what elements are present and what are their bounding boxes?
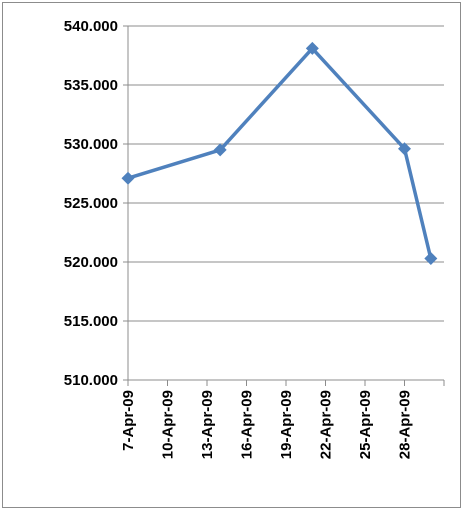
x-tick-label: 7-Apr-09 — [120, 390, 137, 451]
y-tick-label: 515.000 — [64, 313, 118, 330]
x-tick-label: 22-Apr-09 — [318, 390, 335, 459]
x-tick-label: 10-Apr-09 — [160, 390, 177, 459]
y-axis-tick-labels: 510.000 515.000 520.000 525.000 530.000 535.0… — [64, 18, 118, 389]
gridlines — [128, 25, 444, 322]
x-tick-label: 19-Apr-09 — [278, 390, 295, 459]
data-point-marker — [424, 251, 438, 265]
series-line — [127, 46, 433, 259]
chart-frame: 510.000 515.000 520.000 525.000 530.000 535.0… — [2, 2, 461, 508]
x-tick-label: 13-Apr-09 — [199, 390, 216, 459]
y-tick-label: 535.000 — [64, 77, 118, 94]
x-tick-label: 28-Apr-09 — [397, 390, 414, 459]
data-point-marker — [213, 143, 227, 157]
y-tick-label: 525.000 — [64, 195, 118, 212]
line-chart: 510.000 515.000 520.000 525.000 530.000 535.0… — [64, 18, 445, 459]
data-point-marker — [121, 171, 135, 185]
x-tick-label: 25-Apr-09 — [357, 390, 374, 459]
y-tick-label: 520.000 — [64, 254, 118, 271]
data-point-marker — [305, 41, 319, 55]
y-tick-label: 540.000 — [64, 18, 118, 35]
series — [121, 41, 438, 265]
y-tick-label: 510.000 — [64, 372, 118, 389]
y-tick-label: 530.000 — [64, 136, 118, 153]
x-tick-label: 16-Apr-09 — [239, 390, 256, 459]
x-axis-tick-labels: 7-Apr-09 10-Apr-09 13-Apr-09 16-Apr-09 19-Ap… — [120, 390, 414, 459]
data-point-marker — [398, 142, 411, 156]
axes — [123, 25, 445, 386]
